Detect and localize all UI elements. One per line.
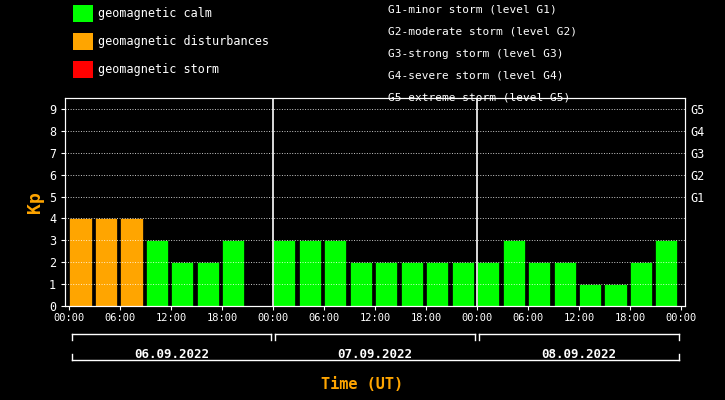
Bar xyxy=(426,262,448,306)
Bar xyxy=(146,240,168,306)
Bar xyxy=(655,240,677,306)
Bar xyxy=(120,218,143,306)
Bar xyxy=(95,218,117,306)
Bar xyxy=(502,240,525,306)
Bar xyxy=(401,262,423,306)
Text: G2-moderate storm (level G2): G2-moderate storm (level G2) xyxy=(388,27,577,37)
Text: geomagnetic calm: geomagnetic calm xyxy=(98,7,212,20)
Bar xyxy=(273,240,295,306)
Text: 07.09.2022: 07.09.2022 xyxy=(338,348,413,360)
Bar xyxy=(223,240,244,306)
Text: G4-severe storm (level G4): G4-severe storm (level G4) xyxy=(388,71,563,81)
Text: geomagnetic storm: geomagnetic storm xyxy=(98,63,219,76)
Bar xyxy=(452,262,473,306)
Bar xyxy=(70,218,91,306)
Text: G5-extreme storm (level G5): G5-extreme storm (level G5) xyxy=(388,93,570,103)
Text: Time (UT): Time (UT) xyxy=(321,377,404,392)
Bar xyxy=(605,284,626,306)
Y-axis label: Kp: Kp xyxy=(25,191,44,213)
Text: 06.09.2022: 06.09.2022 xyxy=(134,348,209,360)
Text: geomagnetic disturbances: geomagnetic disturbances xyxy=(98,35,269,48)
Bar xyxy=(579,284,601,306)
Bar xyxy=(324,240,347,306)
Bar xyxy=(528,262,550,306)
Text: 08.09.2022: 08.09.2022 xyxy=(542,348,616,360)
Bar xyxy=(477,262,499,306)
Bar xyxy=(630,262,652,306)
Bar xyxy=(197,262,219,306)
Bar xyxy=(376,262,397,306)
Text: G3-strong storm (level G3): G3-strong storm (level G3) xyxy=(388,49,563,59)
Bar xyxy=(349,262,372,306)
Bar xyxy=(171,262,194,306)
Bar xyxy=(299,240,321,306)
Text: G1-minor storm (level G1): G1-minor storm (level G1) xyxy=(388,5,557,15)
Bar xyxy=(553,262,576,306)
